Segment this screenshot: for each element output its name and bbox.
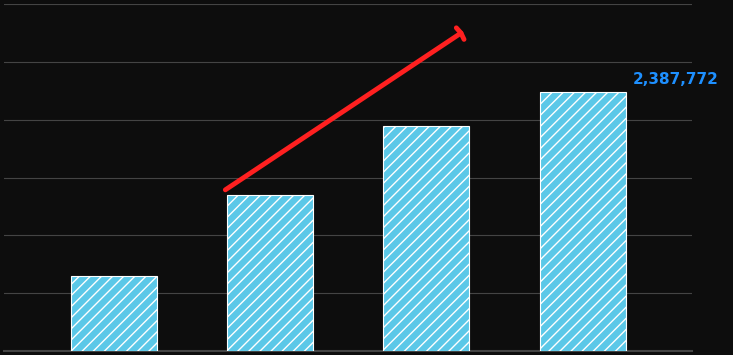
Bar [227,195,313,351]
Bar [70,276,157,351]
Bar [383,126,469,351]
Bar [539,92,625,351]
Text: 2,387,772: 2,387,772 [633,72,718,87]
